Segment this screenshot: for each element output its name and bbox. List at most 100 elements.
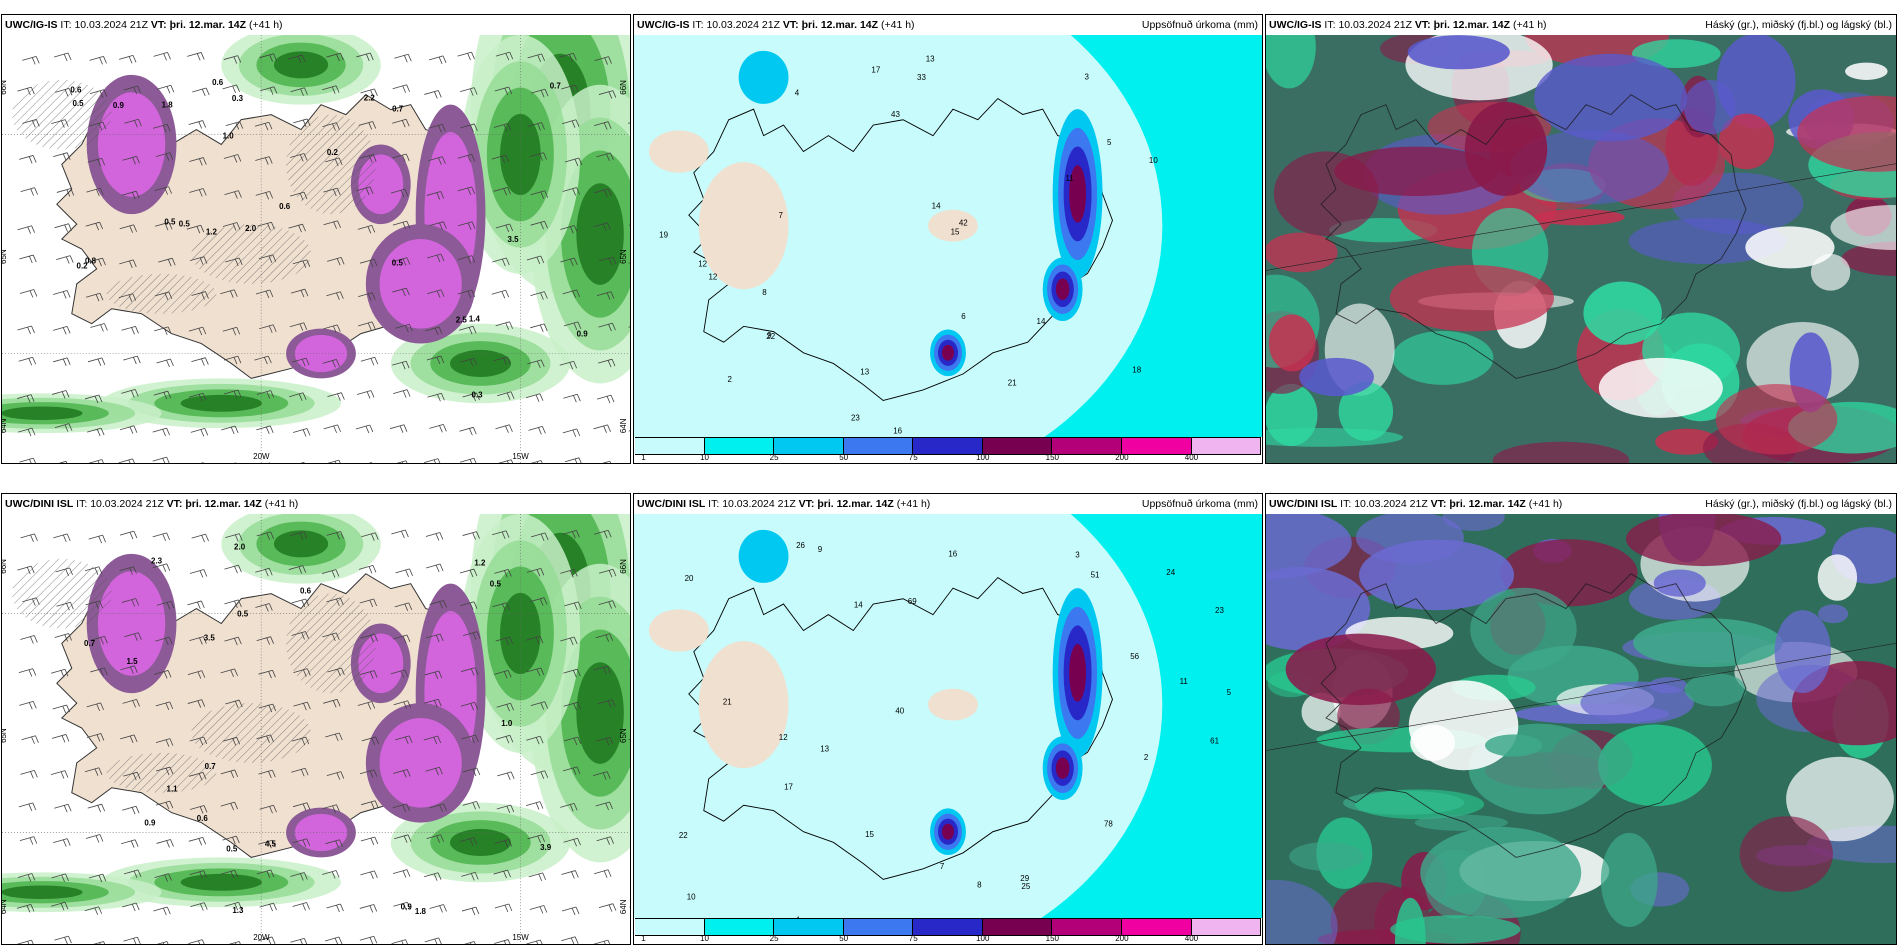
- wind-barb: [531, 88, 549, 98]
- precip-value: 40: [895, 706, 904, 715]
- cloud-shade: [1597, 724, 1712, 807]
- cloud-shade: [1266, 232, 1338, 273]
- precip-shade: [1069, 165, 1087, 223]
- legend-colorbar: [635, 437, 1262, 455]
- wind-barb: [392, 153, 410, 163]
- wind-barb: [563, 393, 581, 403]
- wind-barb: [158, 257, 176, 267]
- wind-barb: [564, 601, 582, 611]
- cloud-shade: [1774, 610, 1832, 694]
- field-title: Háský (gr.), miðský (fj.bl.) og lágský (…: [1705, 498, 1892, 510]
- wind-barb: [392, 803, 410, 812]
- dry-area: [698, 641, 789, 769]
- wind-barb: [53, 533, 71, 543]
- snow-value: 0.5: [226, 844, 238, 853]
- wind-barb: [361, 800, 379, 809]
- wind-barb: [356, 52, 374, 62]
- wind-barb: [19, 155, 37, 164]
- wind-barb: [154, 873, 172, 882]
- wind-barb: [121, 388, 139, 398]
- wind-barb: [496, 702, 514, 712]
- wind-barb: [120, 665, 138, 674]
- wind-barb: [19, 254, 37, 264]
- precip-value: 8: [762, 288, 767, 297]
- iceland-outline: [1320, 94, 1747, 379]
- wind-barb: [53, 290, 71, 299]
- wind-barb: [293, 118, 311, 128]
- wind-barb: [289, 531, 308, 540]
- wind-barb: [358, 121, 377, 130]
- wind-barb: [255, 567, 273, 577]
- wind-barb: [428, 156, 446, 165]
- wind-barb: [225, 257, 243, 267]
- snow-value: 2.0: [234, 543, 246, 552]
- legend-swatch: [1052, 438, 1122, 454]
- wind-barb: [154, 326, 172, 336]
- wind-barb: [327, 392, 345, 401]
- vt-label: VT:: [166, 498, 183, 510]
- cloud-shade: [1718, 113, 1775, 170]
- wind-barb: [189, 188, 207, 197]
- wind-barb: [392, 360, 410, 370]
- wind-barb: [50, 901, 69, 911]
- wind-barb: [359, 904, 378, 913]
- wind-barb: [123, 355, 141, 365]
- hatched-area: [11, 558, 112, 629]
- wind-barb: [356, 390, 375, 399]
- wind-barb: [426, 633, 444, 643]
- init-time: 10.03.2024 21Z: [706, 19, 780, 31]
- precip-value: 43: [891, 110, 900, 119]
- wind-barb: [327, 667, 345, 677]
- legend-swatch: [843, 919, 914, 935]
- valid-time: þri. 12.mar. 14Z: [1433, 19, 1511, 31]
- wind-barb: [596, 836, 614, 845]
- wind-barb: [255, 156, 273, 165]
- wind-barb: [155, 636, 173, 646]
- snow-value: 3.5: [204, 634, 216, 643]
- panel-header: UWC/IG-IS IT: 10.03.2024 21Z VT: þri. 12…: [1266, 15, 1896, 35]
- wind-barb: [457, 289, 476, 299]
- wind-barb: [16, 904, 35, 913]
- snow-value: 2.5: [456, 316, 468, 325]
- map-area: [1266, 514, 1896, 944]
- wind-barb: [459, 601, 478, 610]
- wind-barb: [594, 529, 612, 539]
- wind-barb: [154, 670, 172, 679]
- wind-barb: [394, 53, 412, 63]
- wind-barb: [290, 937, 308, 944]
- valid-time: þri. 12.mar. 14Z: [1449, 498, 1526, 510]
- map-area: [1266, 35, 1896, 463]
- wind-barb: [392, 220, 411, 230]
- wind-barb: [19, 700, 37, 710]
- boundary-line: [1266, 643, 1896, 751]
- lead-time: (+41 h): [880, 19, 915, 31]
- wind-barb: [223, 389, 242, 399]
- wind-barb: [561, 119, 580, 128]
- legend-label: 10: [700, 453, 709, 462]
- lat-tick-label: 64N: [619, 418, 628, 433]
- wind-barb: [563, 837, 581, 847]
- wind-barb: [288, 54, 306, 64]
- precip-value: 15: [865, 830, 874, 839]
- legend-swatch: [843, 438, 914, 454]
- wind-barb: [597, 358, 616, 368]
- legend-label: 150: [1045, 934, 1060, 943]
- wind-barb: [189, 736, 208, 746]
- cloud-shade: [1414, 814, 1508, 831]
- cloud-shade: [1845, 62, 1888, 80]
- cloud-shade: [1442, 514, 1505, 532]
- precip-shade: [180, 873, 262, 891]
- wind-barb: [429, 221, 447, 230]
- precip-value: 24: [1166, 568, 1175, 577]
- iceland-outline: [688, 576, 1113, 880]
- wind-barb: [222, 84, 240, 94]
- init-time: 10.03.2024 21Z: [1354, 498, 1428, 510]
- wind-barb: [256, 531, 275, 540]
- wind-barb: [18, 668, 37, 677]
- precip-value: 16: [948, 549, 957, 558]
- wind-barb: [355, 424, 374, 434]
- wind-barb: [220, 289, 238, 298]
- map-area: 2 3 4 5 6 7 8 9 10 11 12 13 14 15 16 17 18 19 22 23 21 33 43 42…: [634, 35, 1262, 463]
- wind-barb: [424, 670, 443, 680]
- wind-barb: [56, 188, 75, 197]
